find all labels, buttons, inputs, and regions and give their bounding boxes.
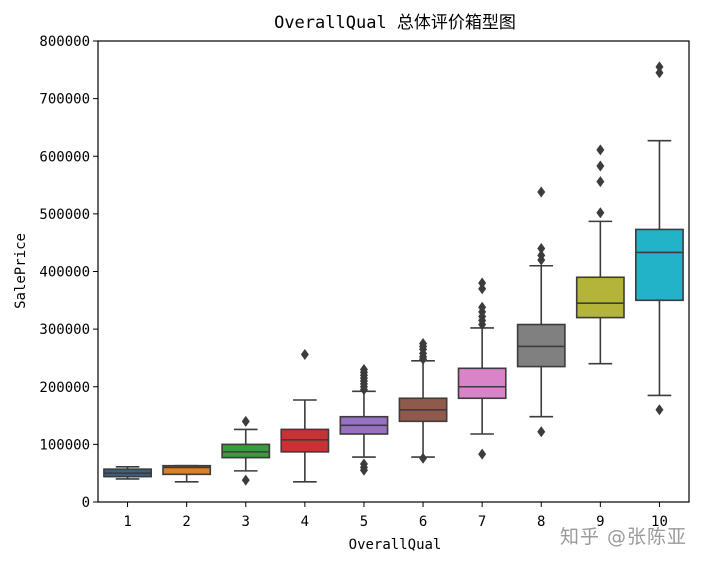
outlier-point xyxy=(300,348,309,360)
outlier-point xyxy=(596,160,605,172)
outlier-point xyxy=(419,338,428,350)
y-tick-label: 200000 xyxy=(39,380,90,396)
y-tick-label: 400000 xyxy=(39,265,90,281)
box-group-7 xyxy=(457,277,507,460)
box-group-3 xyxy=(221,415,271,486)
box-iqr xyxy=(457,367,507,400)
outlier-point xyxy=(596,176,605,188)
box-group-8 xyxy=(516,186,566,438)
boxes-layer xyxy=(103,61,684,486)
outlier-point xyxy=(419,452,428,464)
y-axis-label: SalePrice xyxy=(13,233,29,309)
x-tick-label: 3 xyxy=(242,514,250,530)
box-group-10 xyxy=(635,61,684,416)
outlier-point xyxy=(596,144,605,156)
x-tick-label: 2 xyxy=(182,514,190,530)
outlier-point xyxy=(359,458,368,470)
outlier-point xyxy=(478,301,487,313)
box-iqr xyxy=(516,323,566,368)
watermark-text: 知乎 @张陈亚 xyxy=(560,526,688,548)
x-tick-label: 4 xyxy=(301,514,309,530)
box-iqr xyxy=(221,443,271,459)
box-iqr xyxy=(280,428,330,453)
y-tick-label: 0 xyxy=(82,495,90,511)
outlier-point xyxy=(537,186,546,198)
chart-title: OverallQual 总体评价箱型图 xyxy=(274,13,516,33)
box-group-4 xyxy=(280,348,330,483)
axes-layer: 0 100000 200000 300000 400000 500000 600000 700… xyxy=(39,34,690,530)
outlier-point xyxy=(596,207,605,219)
outlier-point xyxy=(655,67,664,79)
x-axis-label: OverallQual xyxy=(349,537,442,553)
x-tick-label: 5 xyxy=(360,514,368,530)
y-tick-label: 600000 xyxy=(39,149,90,165)
x-tick-label: 9 xyxy=(596,514,604,530)
outlier-point xyxy=(537,242,546,254)
x-tick-label: 1 xyxy=(123,514,131,530)
outlier-point xyxy=(478,283,487,295)
outlier-point xyxy=(359,363,368,375)
box-group-2 xyxy=(162,464,212,483)
box-iqr xyxy=(162,464,212,476)
y-tick-label: 700000 xyxy=(39,92,90,108)
box-group-6 xyxy=(398,338,448,464)
x-tick-label: 6 xyxy=(419,514,427,530)
y-tick-label: 300000 xyxy=(39,322,90,338)
y-tick-label: 800000 xyxy=(39,34,90,50)
box-group-9 xyxy=(575,144,625,365)
box-group-1 xyxy=(103,466,152,480)
x-tick-label: 7 xyxy=(478,514,486,530)
x-tick-label: 8 xyxy=(537,514,545,530)
outlier-point xyxy=(537,426,546,438)
outlier-point xyxy=(241,415,250,427)
y-tick-label: 100000 xyxy=(39,437,90,453)
box-iqr xyxy=(575,276,625,319)
outlier-point xyxy=(478,277,487,289)
y-tick-label: 500000 xyxy=(39,207,90,223)
outlier-point xyxy=(478,448,487,460)
outlier-point xyxy=(537,249,546,261)
outlier-point xyxy=(655,61,664,73)
x-tick-label: 10 xyxy=(651,514,668,530)
box-iqr xyxy=(635,228,684,302)
outlier-point xyxy=(655,404,664,416)
outlier-point xyxy=(241,474,250,486)
box-group-5 xyxy=(339,363,389,476)
